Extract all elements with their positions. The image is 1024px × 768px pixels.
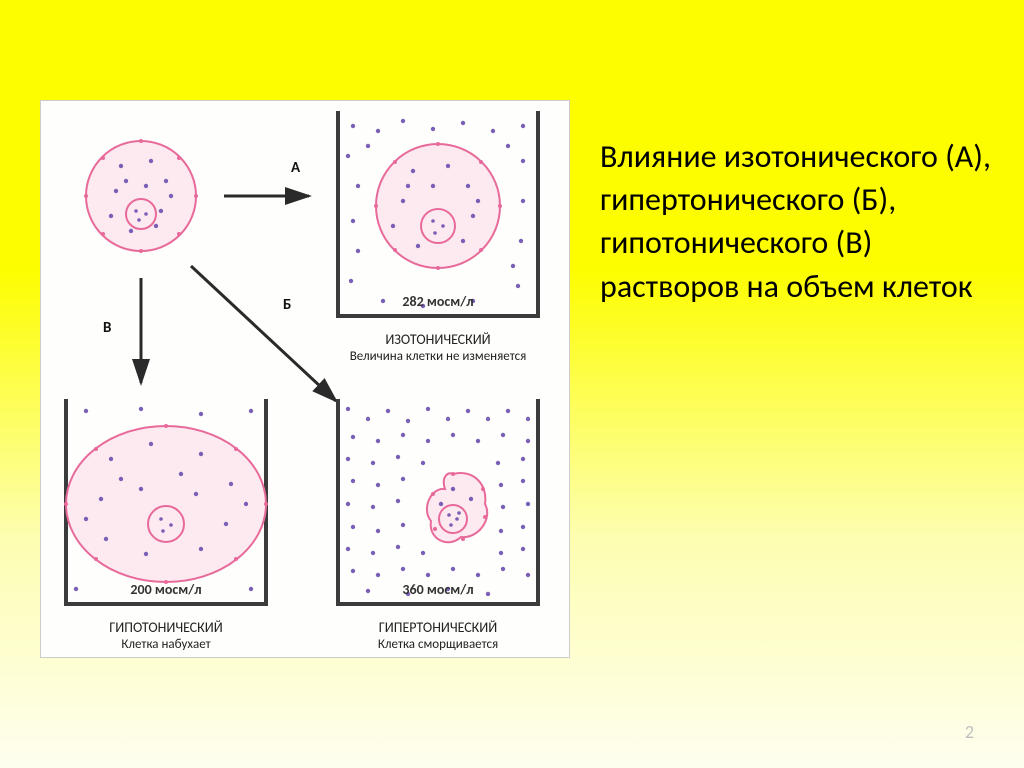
beaker-isotonic: 282 мосм/л ИЗОТОНИЧЕСКИЙ Величина клетки… — [323, 101, 553, 331]
arrow-a — [219, 181, 319, 211]
arrow-label-v: В — [103, 319, 111, 337]
diagram-area: А Б В — [40, 100, 570, 658]
hypotonic-title: ГИПОТОНИЧЕСКИЙ — [51, 619, 281, 636]
arrow-v — [126, 273, 156, 393]
beaker-hypotonic: 200 мосм/л ГИПОТОНИЧЕСКИЙ Клетка набухае… — [51, 389, 281, 619]
hypotonic-subtitle: Клетка набухает — [51, 637, 281, 652]
slide-number: 2 — [965, 721, 974, 743]
hypertonic-value: 360 мосм/л — [323, 581, 553, 598]
caption: Влияние изотонического (А), гипертоничес… — [600, 135, 1000, 308]
hypertonic-subtitle: Клетка сморщивается — [323, 637, 553, 652]
hypotonic-value: 200 мосм/л — [51, 581, 281, 598]
arrow-label-a: А — [291, 159, 300, 177]
isotonic-title: ИЗОТОНИЧЕСКИЙ — [323, 331, 553, 348]
hypertonic-title: ГИПЕРТОНИЧЕСКИЙ — [323, 619, 553, 636]
beaker-hypertonic: 360 мосм/л ГИПЕРТОНИЧЕСКИЙ Клетка сморщи… — [323, 389, 553, 619]
arrow-label-b: Б — [283, 296, 291, 314]
initial-cell — [61, 116, 221, 276]
isotonic-subtitle: Величина клетки не изменяется — [323, 349, 553, 364]
isotonic-value: 282 мосм/л — [323, 293, 553, 310]
